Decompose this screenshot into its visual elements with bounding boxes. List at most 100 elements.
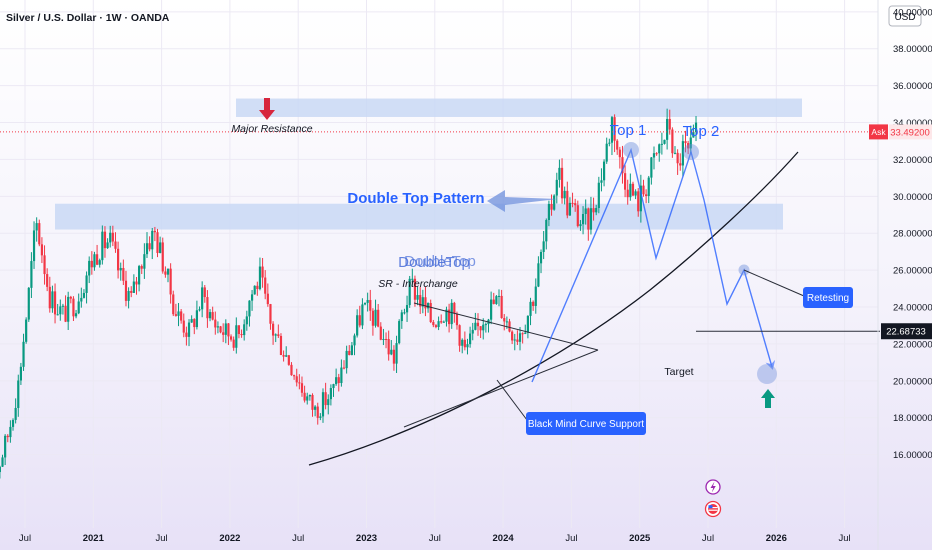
candle bbox=[495, 294, 498, 305]
candle-body bbox=[626, 189, 629, 198]
candle bbox=[177, 303, 180, 327]
price-tick-label: 38.00000 bbox=[893, 44, 932, 55]
candle bbox=[201, 281, 204, 318]
candle bbox=[566, 181, 569, 219]
candle-body bbox=[605, 143, 608, 162]
candle-body bbox=[261, 266, 264, 278]
candle bbox=[358, 305, 361, 328]
candle-body bbox=[419, 295, 422, 307]
pattern-left-arrow-icon bbox=[487, 190, 558, 212]
candle-body bbox=[11, 419, 15, 427]
target-label: Target bbox=[664, 366, 693, 378]
candle-body bbox=[463, 339, 466, 348]
candle bbox=[476, 313, 480, 336]
top1-label: Top 1 bbox=[610, 122, 647, 139]
candle-body bbox=[390, 349, 393, 355]
sr-interchange-label: SR - Interchange bbox=[378, 278, 458, 290]
candle bbox=[631, 181, 635, 197]
candle bbox=[408, 275, 411, 308]
candle-body bbox=[138, 266, 141, 285]
candle-body bbox=[303, 392, 306, 401]
candle-body bbox=[434, 325, 438, 328]
candle bbox=[48, 276, 51, 313]
price-axis[interactable]: USD bbox=[877, 0, 922, 550]
candle-body bbox=[616, 140, 619, 150]
candle bbox=[660, 132, 663, 155]
candle-body bbox=[553, 195, 556, 210]
time-tick-label: Jul bbox=[565, 533, 577, 544]
price-tick-label: 22.00000 bbox=[893, 339, 932, 350]
candle bbox=[642, 179, 645, 197]
candle-body bbox=[201, 287, 204, 310]
candle bbox=[616, 139, 619, 155]
candle-body bbox=[46, 274, 49, 287]
event-icons[interactable] bbox=[704, 479, 722, 518]
candle bbox=[40, 237, 44, 264]
candle bbox=[224, 319, 227, 344]
candle-body bbox=[681, 141, 684, 166]
candle bbox=[159, 236, 162, 254]
candle-body bbox=[584, 208, 587, 214]
candle bbox=[379, 322, 382, 341]
candle-body bbox=[145, 243, 149, 255]
candle bbox=[398, 319, 401, 345]
time-axis[interactable]: Jul 2021 Jul 2022 Jul 2023 Jul 2024 Jul 2025 Jul 20… bbox=[19, 533, 851, 544]
candle bbox=[592, 197, 595, 221]
time-tick-label: Jul bbox=[19, 533, 31, 544]
candle bbox=[321, 388, 325, 423]
flag-canton-icon bbox=[708, 505, 713, 509]
candle bbox=[550, 194, 553, 216]
ask-badge: Ask 33.49200 bbox=[869, 124, 932, 140]
candle-body bbox=[332, 384, 335, 389]
upper-triangle-line bbox=[413, 302, 599, 351]
candle bbox=[440, 314, 443, 324]
candle-body bbox=[623, 173, 627, 190]
candle bbox=[503, 314, 506, 331]
candle bbox=[613, 114, 616, 153]
candle bbox=[350, 341, 353, 356]
currency-button[interactable] bbox=[888, 5, 922, 27]
candle bbox=[4, 434, 7, 466]
candle-body bbox=[371, 310, 375, 326]
candle bbox=[595, 204, 598, 216]
candle-body bbox=[382, 338, 385, 340]
grid bbox=[0, 0, 878, 528]
candle-body bbox=[19, 366, 23, 381]
candle bbox=[369, 289, 372, 321]
candle bbox=[106, 238, 109, 249]
candle-body bbox=[77, 301, 80, 314]
candle-body bbox=[647, 177, 650, 197]
candle bbox=[471, 322, 474, 341]
candle-body bbox=[403, 312, 406, 314]
candle-body bbox=[180, 311, 183, 321]
candle bbox=[442, 320, 445, 323]
candle-body bbox=[48, 286, 51, 309]
candle-body bbox=[613, 117, 616, 141]
candle bbox=[293, 374, 296, 380]
symbol-title[interactable]: Silver / U.S. Dollar · 1W · OANDA bbox=[6, 12, 170, 24]
candle bbox=[377, 303, 380, 328]
resistance-down-arrow-icon bbox=[259, 98, 275, 120]
candle bbox=[466, 338, 469, 355]
candle-body bbox=[53, 291, 57, 315]
candle-body bbox=[684, 141, 687, 144]
candle-body bbox=[453, 302, 456, 314]
candle-body bbox=[27, 287, 30, 320]
candle-body bbox=[437, 321, 440, 328]
candle bbox=[56, 303, 59, 316]
candle-body bbox=[93, 254, 96, 268]
candle-body bbox=[479, 326, 482, 331]
candle bbox=[172, 290, 175, 317]
candle-body bbox=[106, 242, 109, 249]
candle bbox=[342, 360, 346, 370]
ask-price-box bbox=[889, 124, 932, 140]
candle bbox=[629, 173, 632, 201]
candle-body bbox=[32, 230, 36, 262]
candle bbox=[387, 330, 390, 361]
target-marker bbox=[757, 364, 777, 384]
candle bbox=[419, 286, 422, 314]
candle bbox=[138, 264, 141, 292]
candle-body bbox=[227, 323, 230, 337]
